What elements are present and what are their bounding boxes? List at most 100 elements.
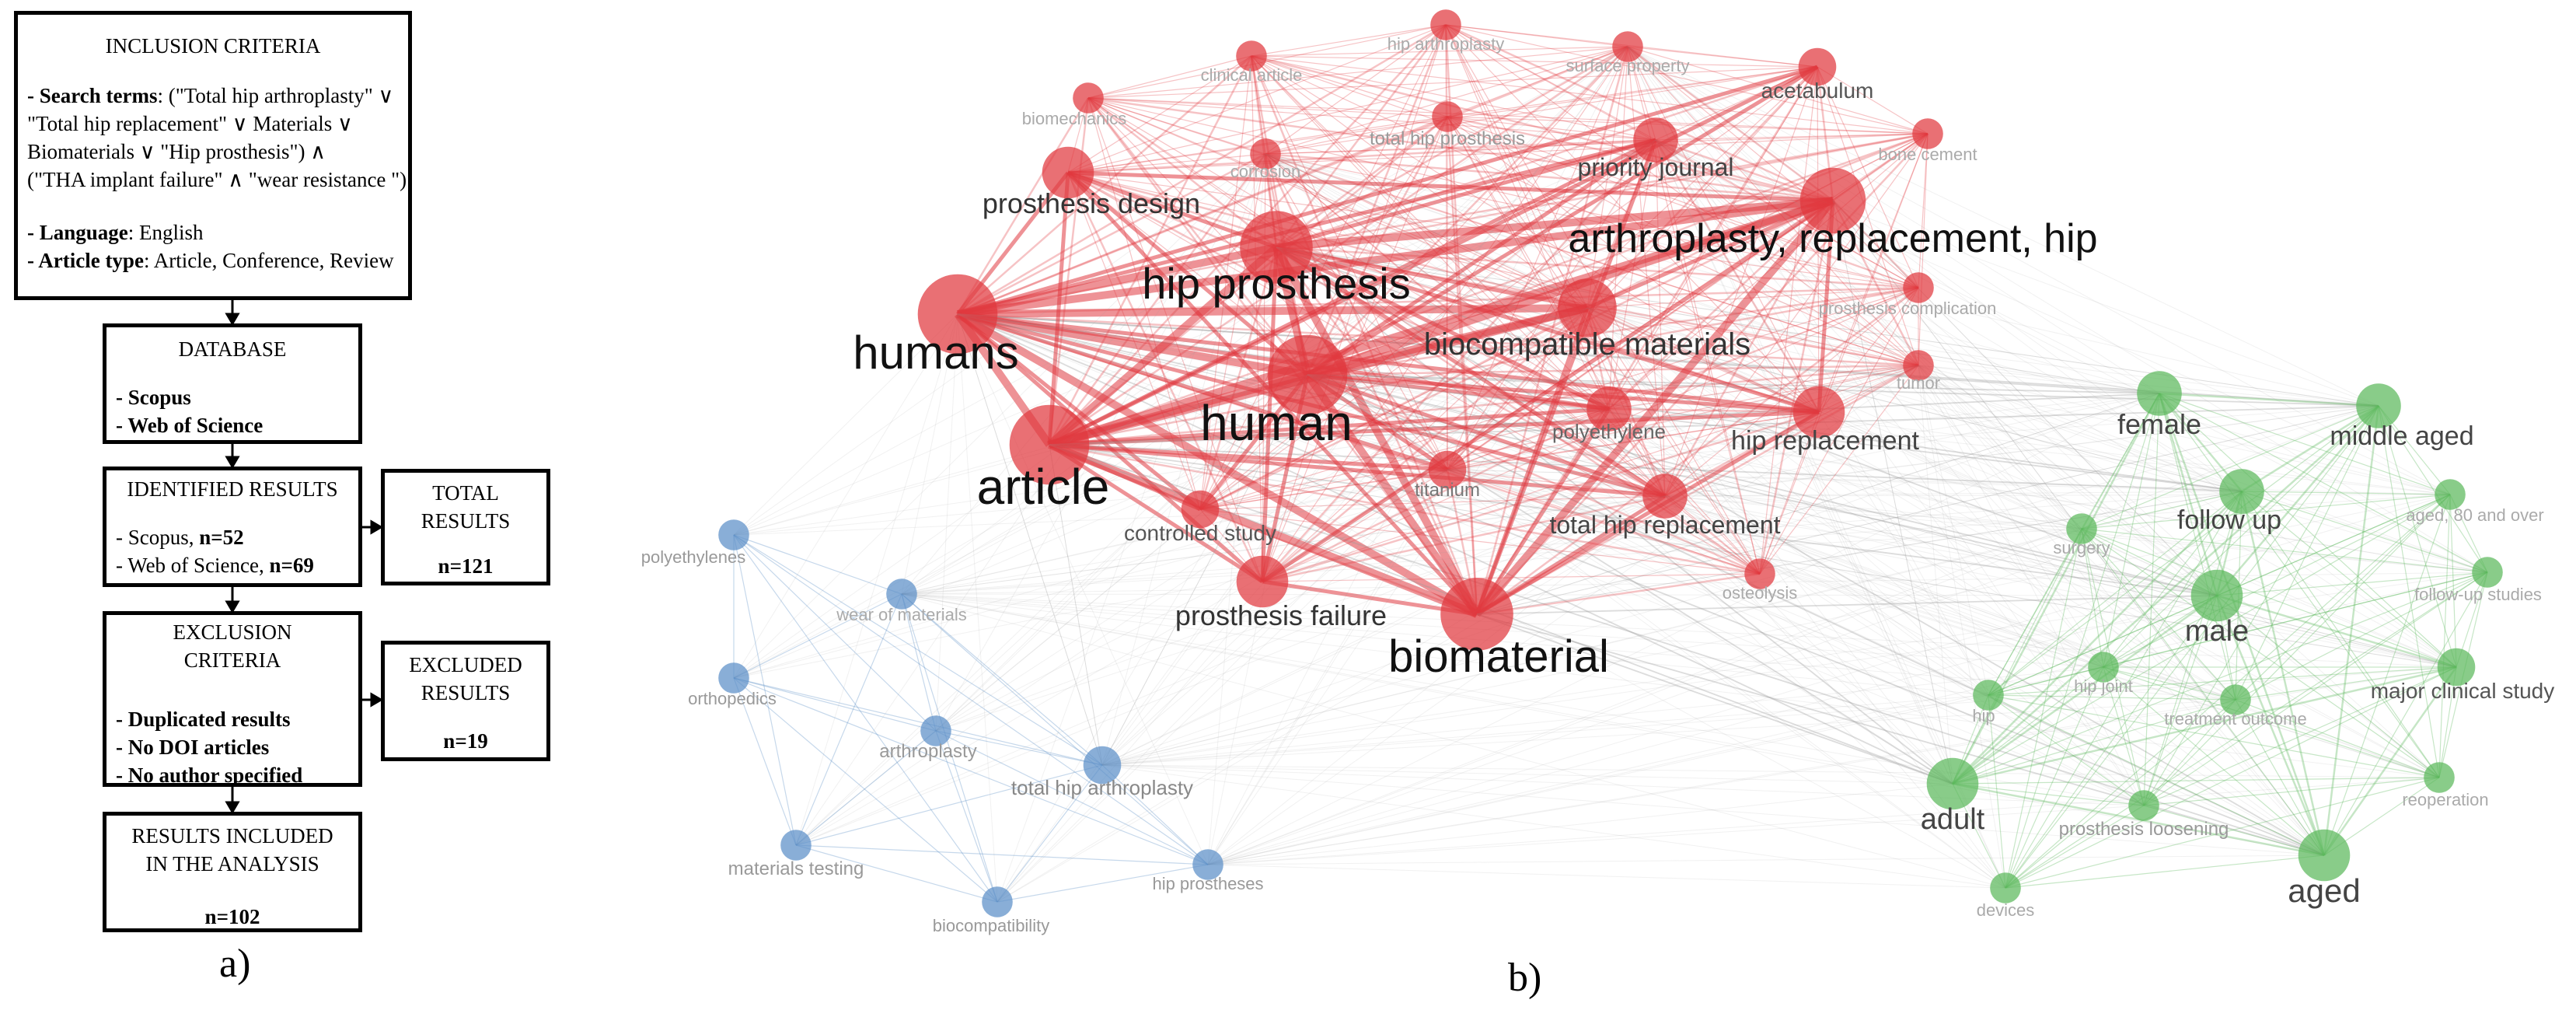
network-edge xyxy=(1276,246,2325,856)
network-edge xyxy=(1832,200,2218,596)
network-edge xyxy=(1608,200,1834,410)
network-edge xyxy=(1067,172,1201,510)
network-edge xyxy=(1476,613,1953,785)
network-edge xyxy=(1476,491,2243,615)
node-label-polyethylene: polyethylene xyxy=(1552,420,1666,443)
network-edge xyxy=(1251,55,1919,366)
network-edge xyxy=(1199,508,1761,575)
network-edge xyxy=(2323,571,2488,856)
network-edge xyxy=(795,730,937,846)
node-label-follow-up: follow up xyxy=(2177,505,2281,535)
network-edge xyxy=(1608,365,1919,410)
network-edge xyxy=(1655,139,2145,806)
network-edge xyxy=(901,528,2082,595)
network-edge xyxy=(2235,494,2451,701)
network-edge xyxy=(1447,469,2325,856)
network-edge xyxy=(901,313,958,595)
network-edge xyxy=(733,313,958,679)
network-edge xyxy=(1276,138,1656,250)
network-edge xyxy=(1447,116,1919,288)
network-edge xyxy=(1265,153,2488,573)
network-edge xyxy=(1447,469,2006,889)
network-edge xyxy=(1199,199,1834,511)
network-edge xyxy=(1307,372,1610,411)
network-labels: humans article hip prosthesis human biomater… xyxy=(641,34,2555,935)
network-edge xyxy=(1276,45,1628,249)
network-edge xyxy=(901,307,1588,595)
node-label-treatment-outcome: treatment outcome xyxy=(2164,709,2306,729)
inclusion-title: INCLUSION CRITERIA xyxy=(105,34,321,58)
network-edge xyxy=(1654,139,1820,413)
network-edge xyxy=(957,313,2218,596)
network-edge xyxy=(957,312,1448,472)
network-edge xyxy=(1101,666,2104,766)
network-edge xyxy=(1262,287,1919,582)
network-edge xyxy=(1275,245,1667,498)
node-label-prosthesis-complication: prosthesis complication xyxy=(1819,299,1997,318)
network-edge xyxy=(795,593,902,846)
total-title-1: TOTAL xyxy=(432,481,499,505)
network-edge xyxy=(733,139,1656,536)
network-edge xyxy=(1049,286,1919,446)
network-edge xyxy=(1655,139,2488,573)
node-total-hip-prosthesis xyxy=(1432,101,1463,132)
network-edge xyxy=(1087,97,1263,582)
node-label-aged: aged xyxy=(2288,872,2360,909)
exclusion-title-2: CRITERIA xyxy=(183,648,281,672)
network-edge xyxy=(957,313,998,903)
network-edge xyxy=(1265,133,1929,155)
network-edge xyxy=(1817,66,1820,413)
network-edge xyxy=(1655,139,2104,668)
network-edge xyxy=(1476,286,1919,616)
network-edge xyxy=(1199,246,1278,510)
node-label-corrosion: corrosion xyxy=(1230,162,1300,181)
network-edge xyxy=(2438,494,2451,778)
node-prosthesis-loosening xyxy=(2128,790,2159,821)
network-edge xyxy=(1276,246,2160,394)
search-terms-line-1: - Search terms: ("Total hip arthroplasty… xyxy=(27,84,394,107)
network-edge xyxy=(1475,494,1667,617)
network-edge xyxy=(1067,171,1588,309)
node-priority-journal xyxy=(1633,117,1678,163)
node-acetabulum xyxy=(1798,47,1837,86)
network-edge xyxy=(1818,287,1919,413)
network-edge xyxy=(957,313,2082,529)
network-edge xyxy=(901,405,2379,595)
network-edge xyxy=(1664,411,1820,498)
node-tumor xyxy=(1903,350,1934,381)
network-edge xyxy=(1447,46,1628,117)
identified-wos: - Web of Science, n=69 xyxy=(116,554,314,577)
network-edge xyxy=(1664,405,2379,497)
network-edge xyxy=(1087,55,1252,99)
network-edge xyxy=(901,495,1666,595)
network-edge xyxy=(1307,374,2104,668)
network-edge xyxy=(1586,307,1761,575)
network-edge xyxy=(1655,139,2379,407)
network-edge xyxy=(1047,172,1070,446)
node-clinical-article xyxy=(1236,40,1267,72)
network-edge xyxy=(733,677,797,846)
network-edge xyxy=(1251,55,1929,135)
node-label-wear-of-materials: wear of materials xyxy=(836,605,967,624)
node-middle-aged xyxy=(2356,383,2401,428)
network-edge xyxy=(957,23,1447,316)
network-edge xyxy=(1476,613,2325,856)
network-edge xyxy=(1817,66,1929,135)
network-edge xyxy=(1067,24,1447,173)
network-edge xyxy=(1655,139,1919,366)
node-corrosion xyxy=(1250,138,1281,169)
network-edge xyxy=(1817,66,1919,288)
network-edge xyxy=(1664,495,1953,785)
network-edge xyxy=(1199,46,1628,510)
network-edge xyxy=(2005,777,2440,889)
network-edge xyxy=(1207,666,2104,865)
network-edge xyxy=(1087,97,1448,470)
network-edge xyxy=(1207,495,1666,865)
network-edge xyxy=(1447,116,1820,413)
network-edge xyxy=(1447,469,2104,668)
network-edge xyxy=(1655,139,2218,596)
network-edge xyxy=(1608,46,1628,410)
network-edge xyxy=(1067,170,1834,203)
network-edge xyxy=(901,374,1308,595)
network-edge xyxy=(1306,24,1447,376)
